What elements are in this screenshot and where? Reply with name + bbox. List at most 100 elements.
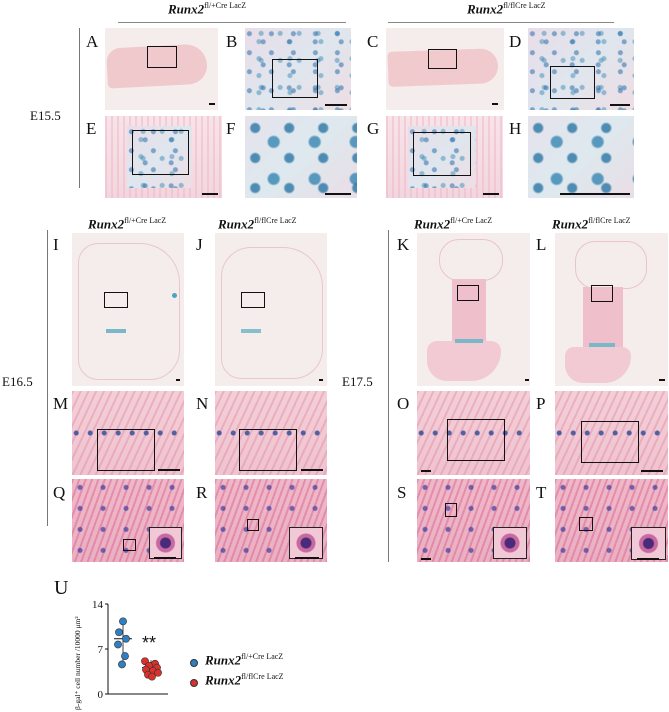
scale-bar <box>176 379 180 381</box>
legend-marker-fl-plus <box>190 659 198 667</box>
stage-label-e155: E15.5 <box>30 108 61 123</box>
panel-p-image <box>555 391 668 475</box>
tissue-section <box>221 247 323 379</box>
panel-q-image <box>72 479 184 562</box>
genotype: fl/+Cre LacZ <box>124 216 167 225</box>
scatter-chart: β-gal⁺ cell number /10000 μm² 0 7 14 <box>73 599 168 710</box>
bracket-e175 <box>388 230 389 562</box>
bone-upper <box>575 241 647 289</box>
stained-region <box>127 126 192 188</box>
scale-bar <box>610 104 630 106</box>
inset-zoom <box>631 527 666 560</box>
panel-label-c: C <box>367 32 379 51</box>
scale-bar <box>641 470 663 472</box>
inset-zoom <box>149 527 182 559</box>
panel-l-image <box>555 233 668 386</box>
header-underline-right <box>388 22 614 23</box>
panel-label-b: B <box>226 32 238 51</box>
scale-bar <box>325 104 347 106</box>
roi-box <box>445 503 457 517</box>
panel-label-g: G <box>367 119 380 138</box>
bracket-e155 <box>79 28 80 188</box>
panel-t-image <box>555 479 668 562</box>
y-axis-label: β-gal⁺ cell number /10000 μm² <box>73 616 82 710</box>
header-e155-fl-plus: Runx2fl/+Cre LacZ <box>168 1 246 17</box>
gene-name: Runx2 <box>205 672 242 688</box>
panel-label-q: Q <box>53 483 66 502</box>
roi-box <box>550 66 595 99</box>
genotype: fl/+Cre LacZ <box>450 216 493 225</box>
roi-box <box>147 46 177 68</box>
header-underline-left <box>118 22 346 23</box>
data-point <box>119 617 127 626</box>
genotype: fl/flCre LacZ <box>241 672 284 681</box>
panel-label-s: S <box>397 483 407 502</box>
scale-bar <box>202 193 218 195</box>
panel-a-image <box>105 28 218 110</box>
panel-label-f: F <box>226 119 236 138</box>
panel-e-image <box>105 116 222 198</box>
header-e175-fl-fl: Runx2fl/flCre LacZ <box>552 216 631 232</box>
genotype: fl/flCre LacZ <box>503 1 546 10</box>
panel-label-n: N <box>196 394 209 413</box>
header-e175-fl-plus: Runx2fl/+Cre LacZ <box>414 216 492 232</box>
gene-name: Runx2 <box>218 216 255 232</box>
legend-entry-fl-fl: Runx2fl/flCre LacZ <box>205 672 284 688</box>
roi-box <box>123 539 136 551</box>
panel-n-image <box>215 391 327 475</box>
genotype: fl/flCre LacZ <box>254 216 297 225</box>
roi-box <box>457 285 479 301</box>
gene-name: Runx2 <box>205 652 242 668</box>
scale-bar <box>319 379 323 381</box>
panel-label-o: O <box>397 394 410 413</box>
roi-box <box>447 419 505 461</box>
panel-m-image <box>72 391 184 475</box>
data-point <box>114 640 122 649</box>
data-point <box>122 634 130 643</box>
stage-label-e165: E16.5 <box>2 374 33 389</box>
stain-spot <box>241 329 261 333</box>
y-tick-label: 0 <box>98 689 104 701</box>
legend-entry-fl-plus: Runx2fl/+Cre LacZ <box>205 652 283 668</box>
gene-name: Runx2 <box>168 1 205 17</box>
panel-d-image <box>528 28 634 110</box>
panel-s-image <box>417 479 530 562</box>
data-point <box>118 660 126 669</box>
roi-box <box>239 429 297 471</box>
panel-h-image <box>528 116 634 198</box>
stain-spot <box>172 293 177 298</box>
roi-box <box>413 132 471 176</box>
y-tick-label: 7 <box>98 644 104 656</box>
stain-spot <box>589 343 615 347</box>
y-tick-label: 14 <box>92 599 104 611</box>
tissue-section <box>78 243 180 380</box>
bone-upper <box>439 239 503 281</box>
data-point <box>115 628 123 637</box>
header-e165-fl-plus: Runx2fl/+Cre LacZ <box>88 216 166 232</box>
panel-label-a: A <box>86 32 99 51</box>
bone-lower <box>565 347 631 383</box>
data-point <box>154 668 162 677</box>
stage-label-e175: E17.5 <box>342 374 373 389</box>
panel-f-image <box>245 116 357 198</box>
inset-zoom <box>493 527 527 559</box>
gene-name: Runx2 <box>552 216 589 232</box>
panel-i-image <box>72 233 184 386</box>
stained-region <box>408 126 476 188</box>
genotype: fl/+Cre LacZ <box>204 1 247 10</box>
panel-label-h: H <box>509 119 522 138</box>
panel-label-p: P <box>536 394 546 413</box>
scale-bar <box>560 193 630 195</box>
roi-box <box>591 285 613 302</box>
bone-shaft <box>583 287 623 351</box>
scale-bar <box>525 379 529 381</box>
panel-label-l: L <box>536 235 547 254</box>
roi-box <box>104 292 128 308</box>
scale-bar <box>637 558 659 560</box>
roi-box <box>428 49 457 69</box>
gene-name: Runx2 <box>414 216 451 232</box>
panel-c-image <box>386 28 504 110</box>
scale-bar <box>158 469 180 471</box>
panel-label-j: J <box>196 235 203 254</box>
scale-bar <box>301 469 323 471</box>
